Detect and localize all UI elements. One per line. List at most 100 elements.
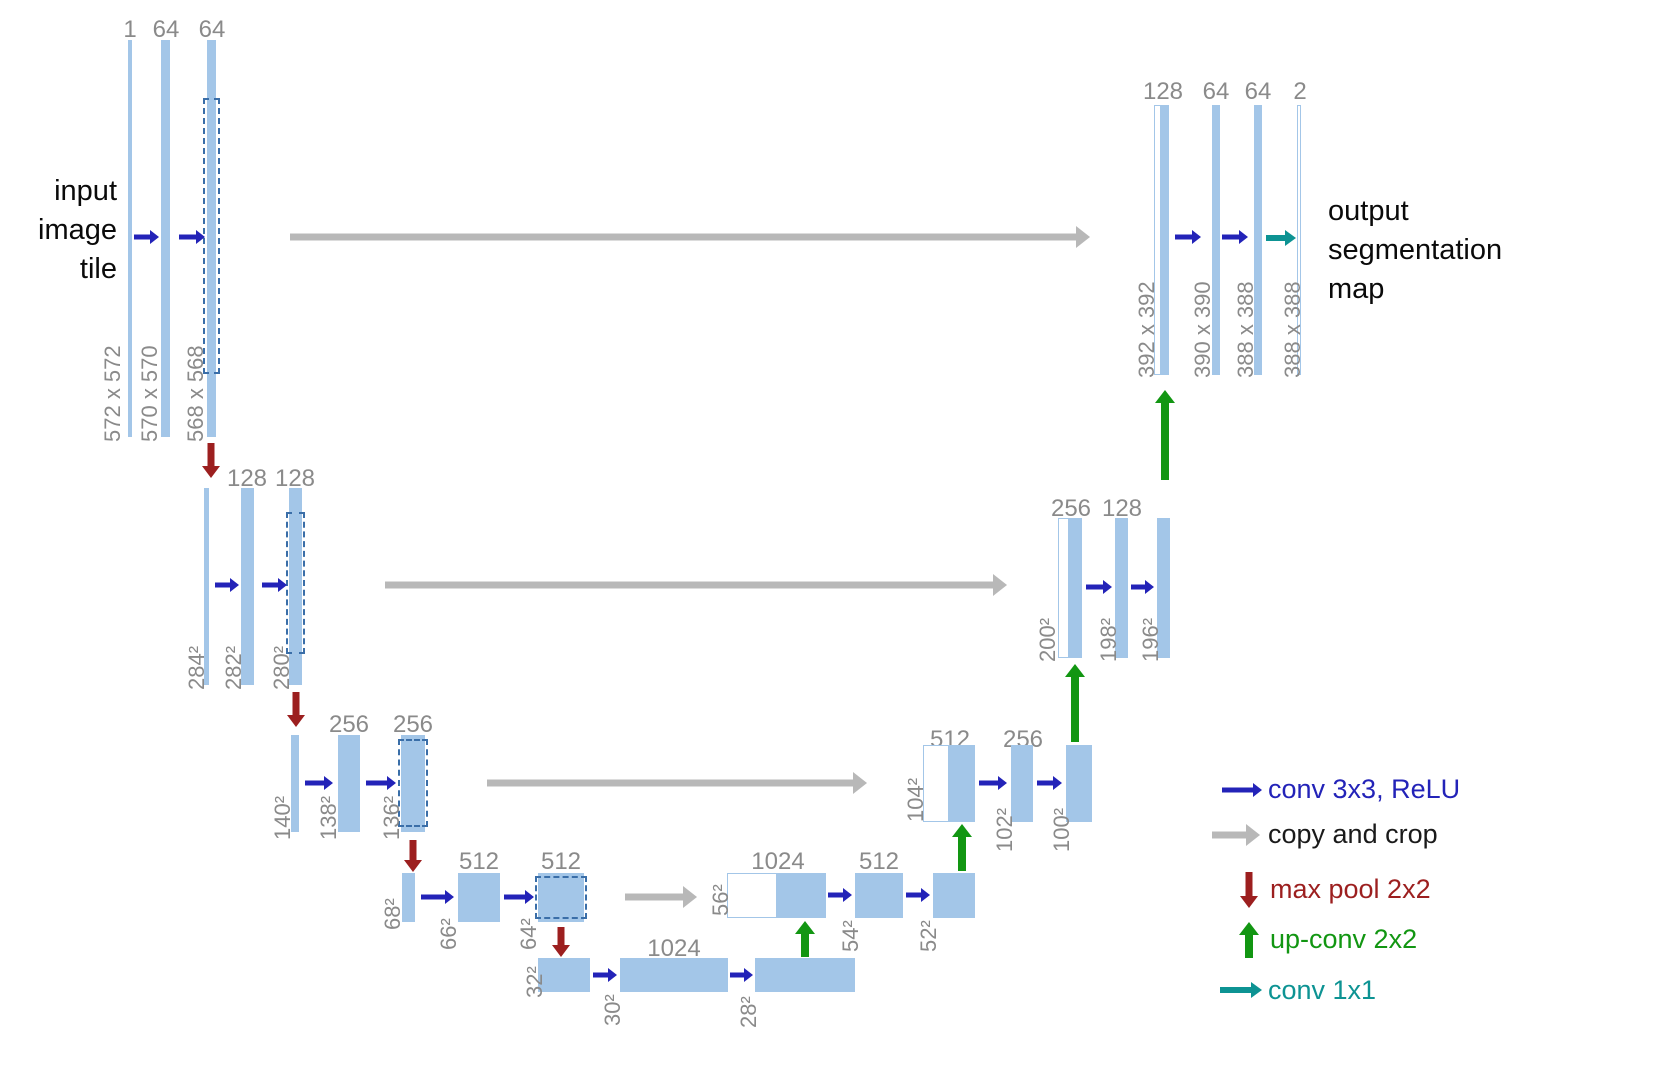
feature-map-bar — [538, 958, 590, 992]
size-label: 104² — [903, 777, 928, 822]
feature-map-bar — [755, 958, 855, 992]
conv-arrow — [979, 774, 1007, 792]
channels-label: 256 — [392, 711, 434, 738]
size-label: 54² — [838, 920, 863, 952]
channels-label: 128 — [1101, 495, 1143, 522]
size-label: 196² — [1138, 617, 1163, 662]
legend-copy-arrow-icon — [1212, 823, 1260, 847]
feature-map-bar — [1115, 518, 1128, 658]
channels-label: 1024 — [647, 935, 701, 962]
size-label: 390 x 390 — [1190, 281, 1215, 378]
channels-label: 64 — [198, 16, 226, 43]
channels-label: 128 — [1142, 78, 1184, 105]
channels-label: 256 — [328, 711, 370, 738]
crop-region — [398, 739, 428, 827]
copied-feature-bar — [1058, 518, 1069, 658]
output-label-line: map — [1328, 273, 1385, 305]
conv-arrow — [906, 886, 930, 904]
size-label: 56² — [708, 884, 733, 916]
conv-arrow — [1037, 774, 1062, 792]
conv-1x1-arrow — [1266, 228, 1296, 248]
conv-arrow — [134, 228, 159, 246]
legend-copy-label: copy and crop — [1268, 819, 1438, 849]
channels-label: 256 — [1050, 495, 1092, 522]
input-image-tile-label: input image tile — [25, 172, 117, 289]
legend-upconv-label: up-conv 2x2 — [1270, 924, 1418, 954]
size-label: 140² — [270, 795, 295, 840]
size-label: 68² — [380, 898, 405, 930]
size-label: 32² — [522, 966, 547, 998]
conv-arrow — [1131, 578, 1154, 596]
conv-arrow — [179, 228, 205, 246]
legend-maxpool-arrow-icon — [1238, 872, 1260, 908]
feature-map-bar — [620, 958, 728, 992]
conv-arrow — [1222, 228, 1248, 246]
feature-map-bar — [1254, 105, 1262, 375]
input-label-line: image — [38, 214, 117, 246]
feature-map-bar — [241, 488, 254, 685]
copy-crop-arrow — [487, 772, 867, 794]
legend-maxpool-label: max pool 2x2 — [1270, 874, 1431, 904]
channels-label: 64 — [1202, 78, 1230, 105]
size-label: 138² — [316, 795, 341, 840]
output-label-line: output — [1328, 195, 1409, 227]
feature-map-bar — [1161, 105, 1169, 375]
feature-map-bar — [458, 873, 500, 922]
feature-map-bar — [204, 488, 209, 685]
channels-label: 512 — [858, 848, 900, 875]
legend-upconv-arrow-icon — [1238, 922, 1260, 958]
copy-crop-arrow — [290, 226, 1090, 248]
up-conv-arrow — [1154, 390, 1176, 480]
copied-feature-bar — [727, 873, 777, 918]
conv-arrow — [1175, 228, 1201, 246]
size-label: 284² — [184, 645, 209, 690]
size-label: 200² — [1035, 617, 1060, 662]
conv-arrow — [366, 774, 396, 792]
conv-arrow — [305, 774, 333, 792]
feature-map-bar — [538, 873, 584, 922]
conv-arrow — [504, 888, 534, 906]
feature-map-bar — [1069, 518, 1082, 658]
feature-map-bar — [1011, 745, 1033, 822]
copied-feature-bar — [923, 745, 949, 822]
size-label: 52² — [916, 920, 941, 952]
size-label: 30² — [600, 994, 625, 1026]
conv-arrow — [730, 966, 753, 984]
feature-map-bar — [338, 735, 360, 832]
channels-label: 512 — [540, 848, 582, 875]
up-conv-arrow — [1064, 664, 1086, 742]
conv-arrow — [593, 966, 617, 984]
conv-arrow — [215, 576, 239, 594]
output-label-line: segmentation — [1328, 234, 1503, 266]
size-label: 198² — [1096, 617, 1121, 662]
up-conv-arrow — [794, 921, 816, 957]
size-label: 572 x 572 — [100, 345, 125, 442]
feature-map-bar — [855, 873, 903, 918]
feature-map-bar — [933, 873, 975, 918]
feature-map-bar — [402, 873, 415, 922]
output-segmentation-map-label: output segmentation map — [1328, 192, 1578, 309]
channels-label: 1 — [123, 16, 137, 43]
channels-label: 1024 — [751, 848, 805, 875]
size-label: 64² — [516, 918, 541, 950]
channels-label: 512 — [458, 848, 500, 875]
input-label-line: tile — [79, 253, 117, 285]
size-label: 570 x 570 — [137, 345, 162, 442]
feature-map-bar — [207, 40, 216, 437]
feature-map-bar — [291, 735, 299, 832]
feature-map-bar — [401, 735, 425, 832]
size-label: 66² — [436, 918, 461, 950]
feature-map-bar — [1157, 518, 1170, 658]
feature-map-bar — [1066, 745, 1092, 822]
max-pool-arrow — [286, 692, 306, 727]
size-label: 282² — [221, 645, 246, 690]
legend-conv1x1-arrow-icon — [1220, 979, 1262, 1001]
feature-map-bar — [161, 40, 170, 437]
size-label: 388 x 388 — [1233, 281, 1258, 378]
size-label: 568 x 568 — [183, 345, 208, 442]
size-label: 100² — [1049, 807, 1074, 852]
legend-conv-arrow-icon — [1222, 779, 1262, 801]
feature-map-bar — [128, 40, 132, 437]
up-conv-arrow — [951, 824, 973, 871]
